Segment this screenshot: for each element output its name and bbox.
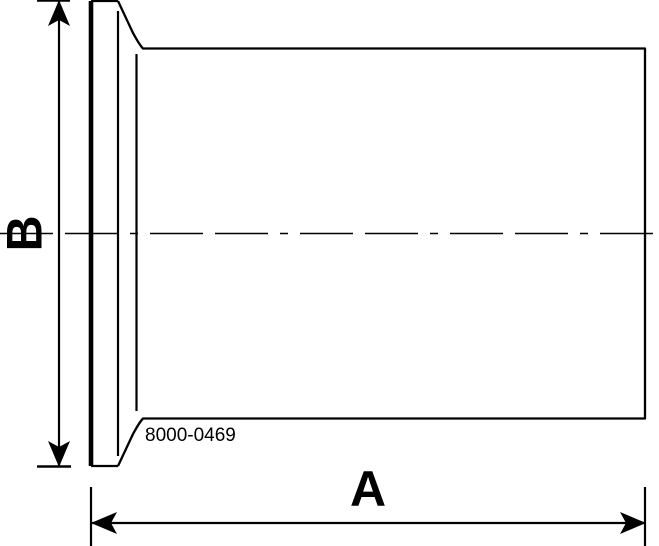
svg-text:A: A [350,461,386,517]
svg-text:8000-0469: 8000-0469 [145,425,236,446]
svg-text:B: B [0,215,53,251]
